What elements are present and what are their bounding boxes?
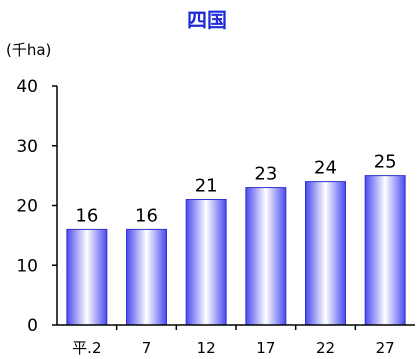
x-category-label: 22 bbox=[316, 339, 335, 357]
bar-value-label: 16 bbox=[75, 205, 98, 226]
x-category-label: 7 bbox=[142, 339, 152, 357]
bar bbox=[245, 187, 287, 326]
bar bbox=[126, 228, 167, 326]
y-tick-label: 40 bbox=[16, 77, 38, 97]
bar-value-label: 24 bbox=[314, 158, 337, 179]
x-category-label: 17 bbox=[256, 339, 275, 357]
x-category-label: 27 bbox=[376, 339, 395, 357]
x-category-label: 12 bbox=[197, 339, 216, 357]
bar-value-label: 23 bbox=[254, 164, 277, 185]
bar bbox=[185, 199, 227, 326]
y-tick-label: 20 bbox=[16, 197, 38, 217]
y-tick-label: 10 bbox=[16, 256, 38, 276]
y-axis-unit-label: (千ha) bbox=[6, 41, 51, 59]
bar-value-label: 25 bbox=[374, 152, 397, 173]
chart-title: 四国 bbox=[187, 8, 227, 32]
y-tick-label: 30 bbox=[16, 137, 38, 157]
bar-value-label: 16 bbox=[135, 205, 158, 226]
bar-value-label: 21 bbox=[195, 176, 218, 197]
bar bbox=[305, 181, 346, 326]
x-category-label: 平.2 bbox=[72, 339, 101, 357]
x-axis: 平.2 7 12 17 22 27 bbox=[57, 324, 415, 357]
bars: 16 16 21 23 24 25 bbox=[66, 152, 406, 326]
bar bbox=[364, 175, 406, 326]
y-axis: 0 10 20 30 40 bbox=[16, 77, 58, 336]
y-tick-label: 0 bbox=[27, 316, 38, 336]
bar bbox=[66, 228, 108, 326]
